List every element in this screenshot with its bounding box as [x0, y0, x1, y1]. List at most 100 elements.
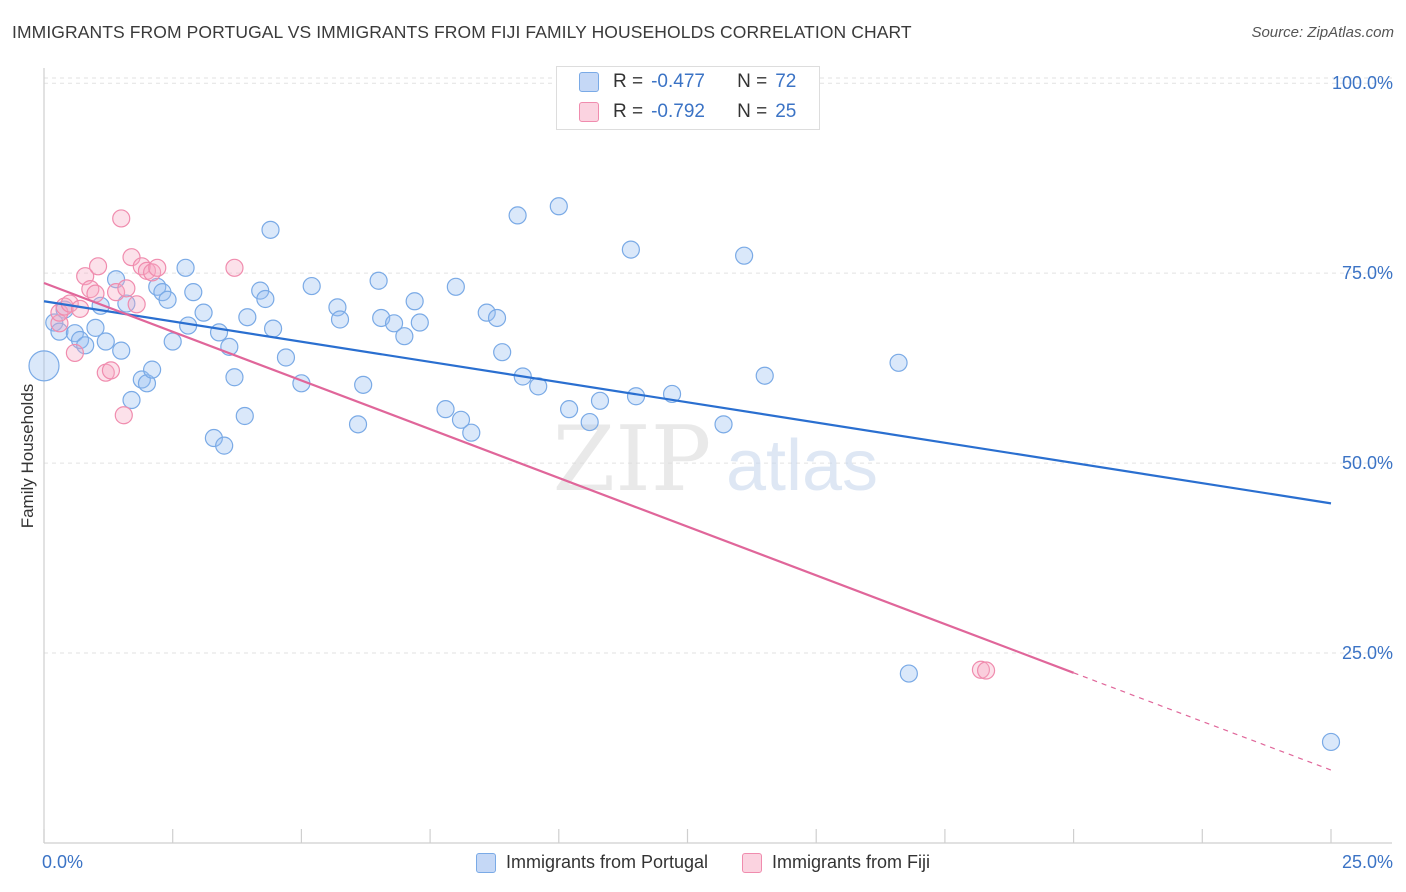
series-portugal-points [28, 197, 1341, 752]
point-portugal [263, 319, 283, 338]
point-portugal [755, 366, 774, 385]
legend-item-fiji: Immigrants from Fiji [742, 852, 930, 873]
trend-line-fiji-extension [1073, 672, 1332, 771]
tick-labels: 25.0% 50.0% 75.0% 100.0% 0.0% 25.0% [42, 73, 1393, 872]
point-portugal [493, 343, 512, 362]
point-portugal [238, 308, 257, 327]
point-portugal [225, 368, 244, 387]
point-portugal [354, 375, 373, 394]
point-portugal [45, 313, 64, 332]
point-fiji [148, 258, 167, 277]
point-fiji [117, 279, 136, 298]
n-value: 72 [775, 71, 797, 92]
legend-label-fiji: Immigrants from Fiji [772, 852, 931, 872]
point-fiji [106, 283, 126, 302]
point-portugal [302, 276, 321, 296]
point-fiji [127, 295, 146, 314]
point-fiji [50, 314, 69, 333]
point-portugal [158, 290, 177, 309]
point-portugal [112, 341, 131, 360]
chart-title: IMMIGRANTS FROM PORTUGAL VS IMMIGRANTS F… [12, 22, 912, 42]
point-portugal [148, 277, 167, 296]
point-portugal [384, 314, 404, 333]
trend-lines [43, 281, 1332, 771]
r-label: R = [613, 71, 644, 92]
point-portugal [215, 436, 234, 455]
watermark-zip: ZIP [553, 407, 712, 512]
point-fiji [976, 661, 996, 680]
point-portugal [137, 374, 157, 393]
point-portugal [209, 323, 229, 342]
series-legend: Immigrants from Portugal Immigrants from… [0, 852, 1406, 873]
point-portugal [261, 220, 280, 239]
r-value: -0.477 [651, 71, 705, 92]
point-portugal [590, 391, 610, 410]
point-portugal [235, 406, 254, 426]
point-portugal [117, 294, 136, 313]
fiji-legend-swatch [742, 852, 763, 873]
point-portugal [889, 353, 908, 372]
point-portugal [176, 258, 195, 277]
point-portugal [899, 664, 918, 683]
point-fiji [225, 258, 244, 277]
n-value: 25 [775, 101, 797, 122]
point-portugal [163, 332, 182, 351]
point-portugal [395, 327, 414, 346]
legend-label-portugal: Immigrants from Portugal [505, 852, 709, 872]
legend-item-portugal: Immigrants from Portugal [475, 852, 709, 873]
point-portugal [714, 415, 733, 434]
point-portugal [559, 400, 579, 419]
point-portugal [1321, 732, 1341, 752]
n-label: N = [737, 71, 768, 92]
correlation-legend: R = -0.477 N = 72 R = -0.792 N = 25 [556, 66, 820, 130]
point-fiji [122, 248, 141, 267]
point-portugal [369, 271, 388, 290]
series-fiji-points [50, 209, 996, 680]
point-portugal [462, 423, 481, 442]
trend-line-portugal [43, 300, 1332, 505]
point-portugal [194, 303, 213, 322]
legend-row-fiji: R = -0.792 N = 25 [557, 97, 819, 127]
y-tick-label: 50.0% [1342, 453, 1393, 473]
point-portugal [410, 313, 429, 332]
portugal-legend-swatch [475, 852, 496, 873]
point-portugal [508, 206, 527, 225]
point-portugal [477, 303, 496, 322]
x-tick-label-min: 0.0% [42, 852, 83, 872]
grid-lines [44, 77, 1392, 654]
point-portugal [405, 292, 424, 311]
point-portugal [436, 400, 455, 419]
point-portugal [86, 318, 105, 337]
r-label: R = [613, 101, 644, 122]
point-portugal [143, 360, 162, 379]
point-portugal [446, 277, 465, 296]
point-fiji [101, 361, 121, 380]
y-tick-label: 100.0% [1332, 73, 1393, 93]
point-fiji [65, 343, 84, 363]
point-portugal [735, 246, 754, 265]
n-label: N = [737, 101, 768, 122]
point-portugal [276, 348, 296, 367]
point-portugal [76, 336, 95, 355]
fiji-swatch [579, 102, 599, 122]
axes [43, 68, 1392, 844]
y-tick-label: 75.0% [1342, 263, 1393, 283]
point-fiji [114, 406, 133, 425]
source-label: Source: ZipAtlas.com [1251, 24, 1394, 41]
point-portugal [122, 390, 141, 410]
point-portugal [580, 412, 599, 432]
point-portugal [184, 283, 203, 302]
y-tick-label: 25.0% [1342, 643, 1393, 663]
point-portugal [96, 332, 115, 351]
point-fiji [112, 209, 131, 228]
point-portugal [106, 270, 126, 289]
r-value: -0.792 [651, 101, 705, 122]
point-portugal [28, 350, 60, 382]
portugal-swatch [579, 72, 599, 92]
point-portugal [487, 308, 507, 328]
point-fiji [88, 257, 108, 276]
point-portugal [451, 410, 471, 429]
legend-row-portugal: R = -0.477 N = 72 [557, 67, 819, 97]
point-portugal [330, 310, 350, 329]
